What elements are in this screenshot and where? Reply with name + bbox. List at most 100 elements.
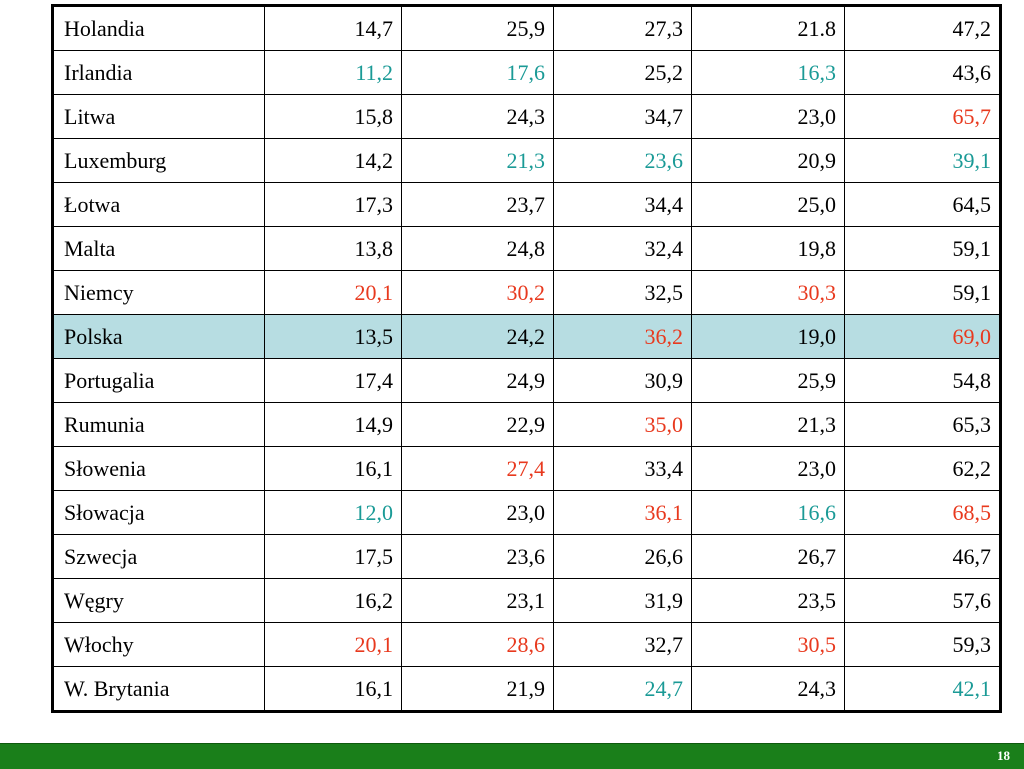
table-row: Polska 13,5 24,2 36,2 19,0 69,0 (52, 314, 1001, 359)
value-cell: 17,5 (264, 534, 402, 579)
country-cell: Słowacja (52, 490, 265, 535)
value-cell: 62,2 (844, 446, 1001, 491)
table-row: Rumunia 14,9 22,9 35,0 21,3 65,3 (52, 402, 1001, 447)
value-cell: 64,5 (844, 182, 1001, 227)
value-cell: 16,2 (264, 578, 402, 623)
country-cell: Szwecja (52, 534, 265, 579)
value-cell: 24,9 (401, 358, 554, 403)
data-table: Holandia 14,7 25,9 27,3 21.8 47,2 Irlandia 11,2… (51, 4, 1002, 713)
value-cell: 23,6 (401, 534, 554, 579)
value-cell: 59,1 (844, 270, 1001, 315)
value-cell: 14,9 (264, 402, 402, 447)
value-cell: 11,2 (264, 50, 402, 95)
value-cell: 13,5 (264, 314, 402, 359)
value-cell: 30,2 (401, 270, 554, 315)
value-cell: 24,7 (553, 666, 692, 712)
value-cell: 30,9 (553, 358, 692, 403)
value-cell: 27,3 (553, 5, 692, 51)
country-cell: Irlandia (52, 50, 265, 95)
country-cell: Holandia (52, 5, 265, 51)
value-cell: 20,9 (691, 138, 845, 183)
value-cell: 16,1 (264, 446, 402, 491)
value-cell: 25,9 (401, 5, 554, 51)
country-cell: Malta (52, 226, 265, 271)
table-row: Malta 13,8 24,8 32,4 19,8 59,1 (52, 226, 1001, 271)
table-row: Portugalia 17,4 24,9 30,9 25,9 54,8 (52, 358, 1001, 403)
country-cell: Litwa (52, 94, 265, 139)
value-cell: 23,0 (691, 94, 845, 139)
value-cell: 32,7 (553, 622, 692, 667)
value-cell: 24,2 (401, 314, 554, 359)
value-cell: 21,9 (401, 666, 554, 712)
value-cell: 16,6 (691, 490, 845, 535)
country-cell: W. Brytania (52, 666, 265, 712)
value-cell: 23,5 (691, 578, 845, 623)
value-cell: 34,4 (553, 182, 692, 227)
value-cell: 33,4 (553, 446, 692, 491)
table-row: Litwa 15,8 24,3 34,7 23,0 65,7 (52, 94, 1001, 139)
country-cell: Portugalia (52, 358, 265, 403)
value-cell: 46,7 (844, 534, 1001, 579)
country-cell: Słowenia (52, 446, 265, 491)
value-cell: 34,7 (553, 94, 692, 139)
table-row: Niemcy 20,1 30,2 32,5 30,3 59,1 (52, 270, 1001, 315)
value-cell: 24,3 (691, 666, 845, 712)
value-cell: 23,0 (401, 490, 554, 535)
table-row: Szwecja 17,5 23,6 26,6 26,7 46,7 (52, 534, 1001, 579)
value-cell: 69,0 (844, 314, 1001, 359)
value-cell: 23,0 (691, 446, 845, 491)
value-cell: 35,0 (553, 402, 692, 447)
table-row: Węgry 16,2 23,1 31,9 23,5 57,6 (52, 578, 1001, 623)
value-cell: 21,3 (691, 402, 845, 447)
value-cell: 65,3 (844, 402, 1001, 447)
value-cell: 17,4 (264, 358, 402, 403)
country-cell: Włochy (52, 622, 265, 667)
country-cell: Niemcy (52, 270, 265, 315)
value-cell: 21.8 (691, 5, 845, 51)
value-cell: 26,7 (691, 534, 845, 579)
value-cell: 15,8 (264, 94, 402, 139)
value-cell: 27,4 (401, 446, 554, 491)
value-cell: 12,0 (264, 490, 402, 535)
page-number: 18 (997, 748, 1010, 763)
country-cell: Rumunia (52, 402, 265, 447)
value-cell: 30,5 (691, 622, 845, 667)
value-cell: 16,1 (264, 666, 402, 712)
value-cell: 47,2 (844, 5, 1001, 51)
value-cell: 30,3 (691, 270, 845, 315)
value-cell: 25,0 (691, 182, 845, 227)
value-cell: 43,6 (844, 50, 1001, 95)
value-cell: 26,6 (553, 534, 692, 579)
table-row: Luxemburg 14,2 21,3 23,6 20,9 39,1 (52, 138, 1001, 183)
value-cell: 24,8 (401, 226, 554, 271)
value-cell: 13,8 (264, 226, 402, 271)
value-cell: 23,7 (401, 182, 554, 227)
table-row: Holandia 14,7 25,9 27,3 21.8 47,2 (52, 5, 1001, 51)
footer-bar: 18 (0, 743, 1024, 769)
value-cell: 17,3 (264, 182, 402, 227)
table-body: Holandia 14,7 25,9 27,3 21.8 47,2 Irlandia 11,2… (52, 5, 1001, 712)
value-cell: 36,1 (553, 490, 692, 535)
value-cell: 25,2 (553, 50, 692, 95)
country-cell: Luxemburg (52, 138, 265, 183)
table-row: Włochy 20,1 28,6 32,7 30,5 59,3 (52, 622, 1001, 667)
value-cell: 32,5 (553, 270, 692, 315)
value-cell: 68,5 (844, 490, 1001, 535)
country-cell: Polska (52, 314, 265, 359)
value-cell: 65,7 (844, 94, 1001, 139)
value-cell: 57,6 (844, 578, 1001, 623)
value-cell: 16,3 (691, 50, 845, 95)
value-cell: 20,1 (264, 270, 402, 315)
value-cell: 22,9 (401, 402, 554, 447)
value-cell: 23,6 (553, 138, 692, 183)
value-cell: 25,9 (691, 358, 845, 403)
table-row: Słowacja 12,0 23,0 36,1 16,6 68,5 (52, 490, 1001, 535)
value-cell: 59,1 (844, 226, 1001, 271)
value-cell: 14,2 (264, 138, 402, 183)
value-cell: 42,1 (844, 666, 1001, 712)
value-cell: 19,0 (691, 314, 845, 359)
value-cell: 54,8 (844, 358, 1001, 403)
value-cell: 24,3 (401, 94, 554, 139)
country-cell: Węgry (52, 578, 265, 623)
value-cell: 59,3 (844, 622, 1001, 667)
